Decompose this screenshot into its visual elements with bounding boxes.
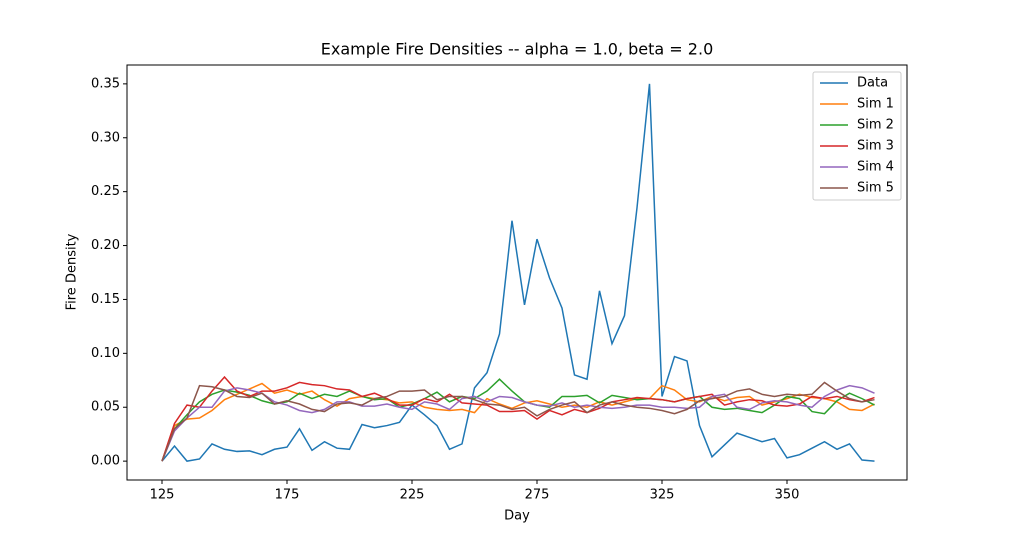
series-line bbox=[161, 384, 875, 462]
y-tick-label: 0.00 bbox=[91, 454, 120, 469]
y-tick-label: 0.30 bbox=[91, 130, 120, 145]
plot-frame bbox=[126, 64, 908, 481]
legend-label: Sim 1 bbox=[857, 97, 894, 112]
legend-label: Sim 3 bbox=[857, 139, 894, 154]
series-line bbox=[161, 375, 875, 462]
legend-label: Sim 4 bbox=[857, 160, 894, 175]
legend-label: Sim 2 bbox=[857, 118, 894, 133]
chart-title: Example Fire Densities -- alpha = 1.0, b… bbox=[321, 40, 714, 59]
legend-label: Sim 5 bbox=[857, 181, 894, 196]
y-tick-label: 0.05 bbox=[91, 400, 120, 415]
x-tick-label: 350 bbox=[775, 488, 800, 503]
x-tick-label: 275 bbox=[525, 488, 550, 503]
x-tick-label: 125 bbox=[150, 488, 175, 503]
x-tick-label: 175 bbox=[275, 488, 300, 503]
series-line bbox=[161, 83, 875, 462]
legend-label: Data bbox=[857, 76, 888, 91]
y-tick-label: 0.35 bbox=[91, 76, 120, 91]
y-axis-label: Fire Density bbox=[65, 233, 80, 310]
x-tick-label: 325 bbox=[650, 488, 675, 503]
y-tick-label: 0.15 bbox=[91, 292, 120, 307]
series-line bbox=[161, 381, 875, 462]
x-tick-label: 225 bbox=[400, 488, 425, 503]
y-tick-label: 0.20 bbox=[91, 238, 120, 253]
y-tick-label: 0.25 bbox=[91, 184, 120, 199]
y-tick-label: 0.10 bbox=[91, 346, 120, 361]
x-axis-label: Day bbox=[504, 509, 530, 524]
